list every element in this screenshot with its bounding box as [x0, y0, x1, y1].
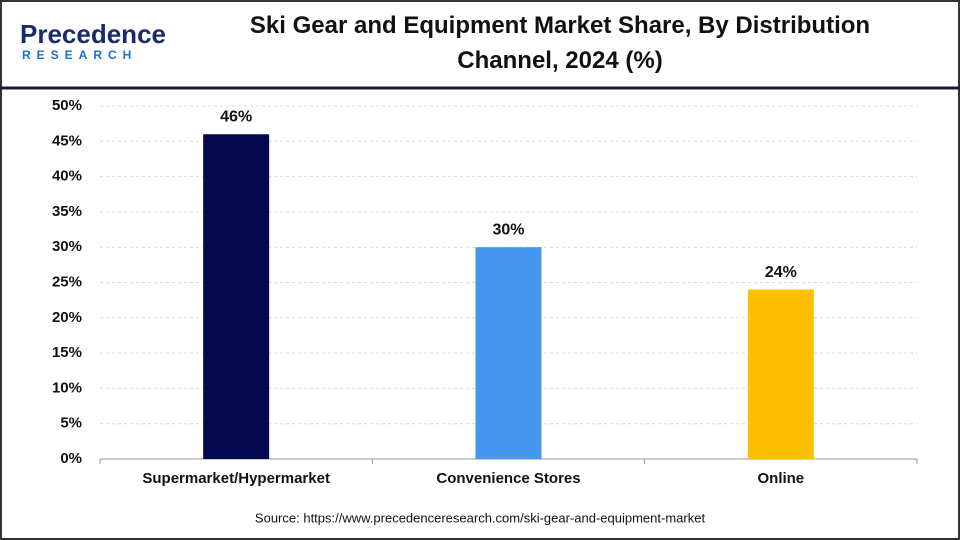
y-tick-label: 30%	[52, 238, 82, 255]
y-tick-label: 40%	[52, 168, 82, 185]
value-label: 24%	[765, 264, 797, 281]
y-tick-label: 25%	[52, 273, 82, 290]
source: Source: https://www.precedenceresearch.c…	[255, 510, 706, 525]
y-tick-label: 50%	[52, 97, 82, 114]
logo-tagline: RESEARCH	[22, 48, 137, 62]
x-tick-label: Online	[757, 470, 804, 487]
value-label: 30%	[492, 221, 524, 238]
y-tick-label: 15%	[52, 344, 82, 361]
y-tick-label: 0%	[60, 450, 82, 467]
chart-title: Ski Gear and Equipment Market Share, By …	[249, 12, 871, 74]
value-label: 46%	[220, 108, 252, 125]
y-tick-label: 45%	[52, 132, 82, 149]
y-tick-label: 5%	[60, 415, 82, 432]
y-tick-label: 10%	[52, 379, 82, 396]
bar	[475, 247, 542, 459]
x-tick-label: Supermarket/Hypermarket	[142, 470, 330, 487]
x-tick-label: Convenience Stores	[436, 470, 580, 487]
y-tick-label: 35%	[52, 203, 82, 220]
y-tick-label: 20%	[52, 309, 82, 326]
logo-name: Precedence	[20, 19, 166, 49]
bar	[203, 134, 270, 460]
bar	[747, 289, 814, 459]
